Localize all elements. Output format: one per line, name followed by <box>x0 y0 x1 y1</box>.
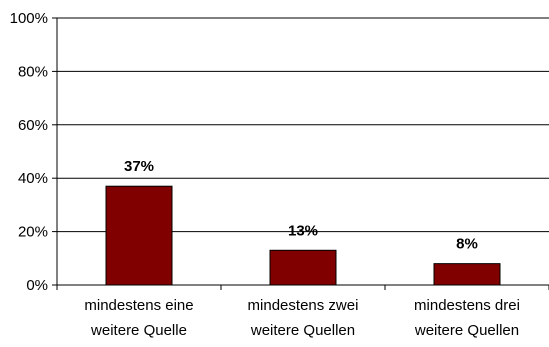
bar <box>269 249 337 286</box>
y-tick-label: 40% <box>18 170 48 187</box>
x-axis-labels: mindestens eine weitere Quelle mindestens … <box>84 297 520 339</box>
bar <box>433 263 501 286</box>
data-label: 13% <box>288 222 318 239</box>
x-category-label: mindestens eine <box>84 297 193 314</box>
y-tick-label: 0% <box>26 277 48 294</box>
data-labels: 37% 13% 8% <box>124 158 478 252</box>
x-category-label: weitere Quellen <box>250 322 355 339</box>
x-category-label: mindestens drei <box>414 297 520 314</box>
x-category-label: weitere Quellen <box>414 322 519 339</box>
bars <box>105 185 501 286</box>
axes <box>56 18 549 290</box>
y-axis-ticks: 0% 20% 40% 60% 80% 100% <box>10 10 57 294</box>
data-label: 8% <box>456 236 478 253</box>
y-tick-label: 60% <box>18 117 48 134</box>
x-category-label: weitere Quelle <box>90 322 187 339</box>
y-tick-label: 100% <box>10 10 48 27</box>
data-label: 37% <box>124 158 154 175</box>
bar <box>105 185 173 286</box>
x-category-label: mindestens zwei <box>248 297 359 314</box>
y-tick-label: 20% <box>18 224 48 241</box>
gridlines <box>57 17 549 233</box>
y-tick-label: 80% <box>18 63 48 80</box>
